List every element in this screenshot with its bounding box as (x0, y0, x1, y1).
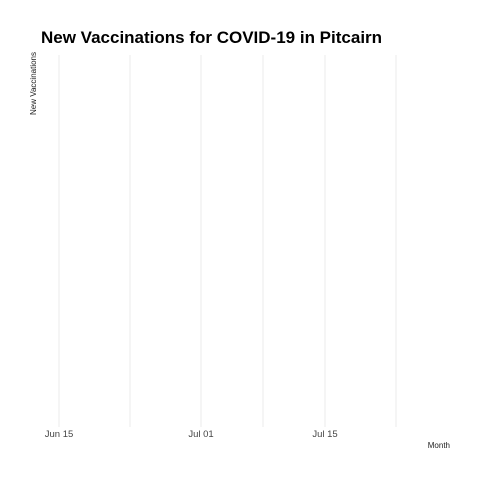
chart-title: New Vaccinations for COVID-19 in Pitcair… (41, 28, 382, 47)
x-tick-labels: Jun 15 Jul 01 Jul 15 (45, 429, 338, 440)
y-axis-label: New Vaccinations (29, 52, 38, 115)
grid-lines (58, 55, 397, 427)
x-tick-label: Jun 15 (45, 429, 74, 440)
x-tick-label: Jul 01 (188, 429, 213, 440)
x-axis-label: Month (428, 441, 450, 450)
x-tick-label: Jul 15 (312, 429, 337, 440)
